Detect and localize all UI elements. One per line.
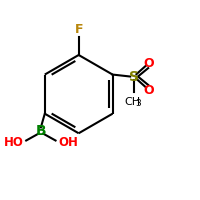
Text: F: F: [74, 23, 83, 36]
Text: S: S: [129, 70, 139, 84]
Text: OH: OH: [58, 136, 78, 149]
Text: O: O: [144, 84, 154, 97]
Text: HO: HO: [4, 136, 23, 149]
Text: B: B: [36, 124, 46, 138]
Text: 3: 3: [136, 99, 141, 108]
Text: CH: CH: [124, 97, 141, 107]
Text: O: O: [144, 57, 154, 70]
